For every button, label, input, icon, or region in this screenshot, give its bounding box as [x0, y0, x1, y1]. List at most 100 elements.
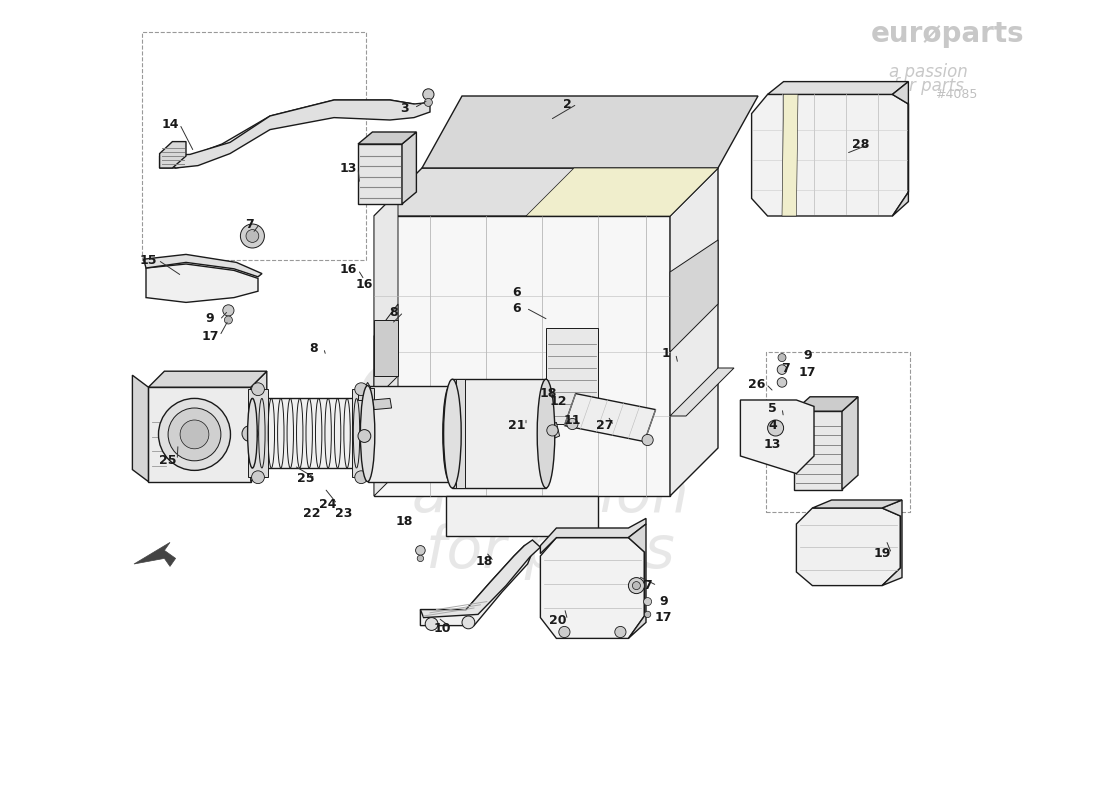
Text: 2: 2 [563, 98, 572, 110]
Circle shape [246, 230, 258, 242]
Text: 18: 18 [475, 555, 493, 568]
Circle shape [416, 546, 426, 555]
Text: 12: 12 [549, 395, 566, 408]
Circle shape [242, 426, 258, 442]
Circle shape [158, 398, 231, 470]
Text: 17: 17 [799, 366, 816, 378]
Text: 20: 20 [549, 614, 566, 626]
Polygon shape [160, 100, 430, 168]
Polygon shape [374, 320, 398, 376]
Circle shape [642, 434, 653, 446]
Circle shape [566, 418, 578, 430]
Polygon shape [422, 96, 758, 168]
Polygon shape [446, 496, 598, 536]
Polygon shape [373, 398, 392, 410]
Text: 25: 25 [158, 454, 176, 466]
Text: 16: 16 [340, 263, 358, 276]
Text: 23: 23 [334, 507, 352, 520]
Text: 7: 7 [245, 218, 254, 230]
Circle shape [417, 555, 424, 562]
Text: 7: 7 [644, 579, 652, 592]
Text: 14: 14 [162, 118, 178, 130]
Polygon shape [420, 546, 532, 626]
Polygon shape [813, 500, 902, 508]
Text: 21: 21 [507, 419, 525, 432]
Ellipse shape [361, 386, 375, 482]
Polygon shape [670, 168, 718, 496]
Polygon shape [148, 371, 267, 387]
Polygon shape [160, 100, 414, 168]
Circle shape [547, 425, 558, 436]
Text: for parts: for parts [893, 78, 964, 95]
Text: euro: euro [354, 333, 711, 467]
Polygon shape [374, 192, 398, 496]
Polygon shape [782, 94, 797, 216]
Polygon shape [892, 82, 909, 216]
Polygon shape [374, 304, 398, 400]
Circle shape [628, 578, 645, 594]
Polygon shape [134, 542, 176, 566]
Text: 22: 22 [302, 507, 320, 520]
Circle shape [559, 626, 570, 638]
Circle shape [355, 382, 367, 395]
Text: a passion: a passion [889, 63, 968, 81]
Polygon shape [402, 132, 417, 204]
Polygon shape [542, 422, 560, 442]
Circle shape [778, 378, 786, 387]
Circle shape [644, 598, 651, 606]
Circle shape [462, 616, 475, 629]
Text: 6: 6 [513, 302, 520, 314]
Text: 11: 11 [563, 414, 581, 426]
Polygon shape [546, 328, 598, 424]
Text: 7: 7 [782, 362, 791, 374]
Polygon shape [420, 540, 540, 618]
Text: 24: 24 [319, 498, 337, 510]
Text: 17: 17 [654, 611, 672, 624]
Polygon shape [252, 398, 366, 468]
Text: 5: 5 [768, 402, 777, 414]
Text: 26: 26 [748, 378, 766, 390]
Polygon shape [148, 387, 251, 482]
Text: 9: 9 [659, 595, 668, 608]
Text: 10: 10 [433, 622, 451, 634]
Polygon shape [132, 375, 148, 482]
Text: 4: 4 [768, 419, 777, 432]
Polygon shape [358, 132, 417, 144]
Polygon shape [794, 411, 842, 490]
Circle shape [252, 382, 264, 395]
Ellipse shape [537, 379, 554, 488]
Circle shape [425, 98, 432, 106]
Polygon shape [842, 397, 858, 490]
Circle shape [768, 420, 783, 436]
Circle shape [778, 354, 786, 362]
Circle shape [615, 626, 626, 638]
Circle shape [168, 408, 221, 461]
Text: 9: 9 [803, 350, 812, 362]
Text: 25: 25 [297, 472, 315, 485]
Circle shape [358, 430, 371, 442]
Text: a passion: a passion [411, 467, 689, 525]
Polygon shape [364, 382, 371, 388]
Circle shape [355, 470, 367, 483]
Polygon shape [251, 371, 267, 482]
Polygon shape [249, 389, 267, 477]
Circle shape [632, 582, 640, 590]
Polygon shape [768, 82, 909, 94]
Polygon shape [796, 508, 901, 586]
Text: 13: 13 [763, 438, 781, 450]
Circle shape [223, 305, 234, 316]
Text: 13: 13 [340, 162, 358, 174]
Circle shape [180, 420, 209, 449]
Polygon shape [540, 538, 645, 638]
Text: 8: 8 [389, 306, 398, 318]
Ellipse shape [248, 398, 257, 468]
Text: 1: 1 [661, 347, 670, 360]
Text: #4085: #4085 [935, 88, 978, 101]
Circle shape [778, 365, 786, 374]
Polygon shape [452, 379, 546, 488]
Polygon shape [455, 379, 465, 488]
Text: 15: 15 [140, 254, 157, 266]
Text: 19: 19 [873, 547, 891, 560]
Ellipse shape [443, 386, 458, 482]
Text: 3: 3 [400, 102, 409, 114]
